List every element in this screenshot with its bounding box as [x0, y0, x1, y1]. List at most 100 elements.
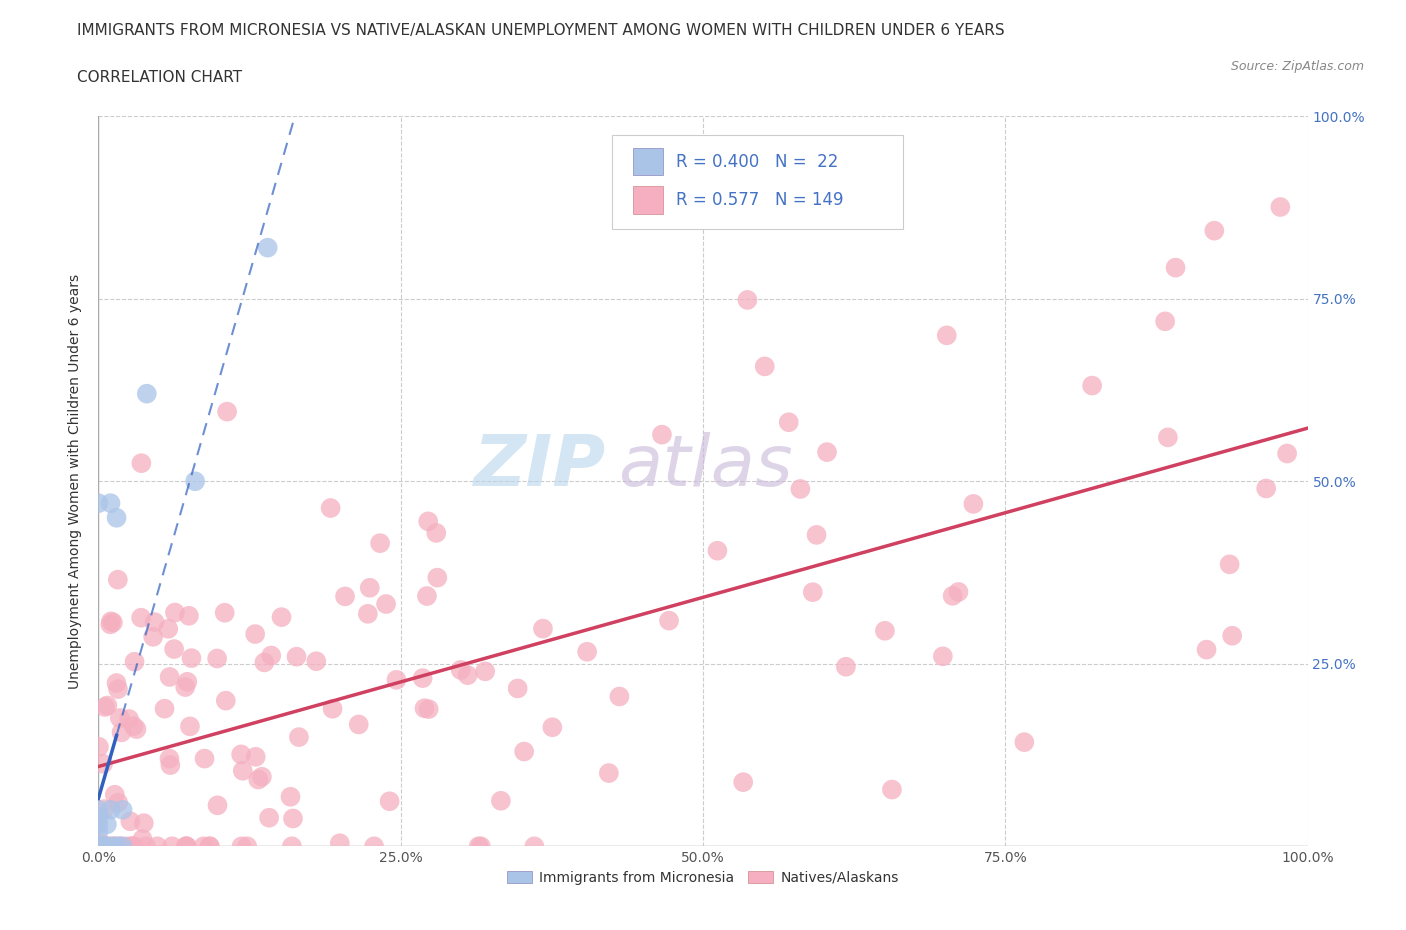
- Point: [1219, 557, 1241, 572]
- Point: [111, 803, 134, 817]
- Point: [87, 496, 110, 511]
- Bar: [633, 148, 664, 176]
- Point: [96, 817, 118, 831]
- Point: [159, 751, 181, 766]
- Point: [329, 836, 352, 851]
- Point: [281, 839, 304, 854]
- Point: [489, 793, 512, 808]
- Point: [281, 811, 304, 826]
- Point: [131, 456, 153, 471]
- Point: [1275, 446, 1298, 461]
- Point: [131, 831, 153, 846]
- Point: [163, 642, 186, 657]
- Point: [363, 839, 385, 854]
- Point: [87, 824, 110, 839]
- Point: [87, 839, 110, 854]
- Point: [135, 386, 157, 401]
- Point: [87, 810, 110, 825]
- Point: [1204, 223, 1226, 238]
- Point: [1195, 643, 1218, 658]
- Point: [333, 589, 356, 604]
- Point: [418, 702, 440, 717]
- Point: [754, 359, 776, 374]
- Point: [806, 527, 828, 542]
- Point: [232, 764, 254, 778]
- Point: [105, 839, 128, 854]
- Point: [108, 839, 131, 854]
- Legend: Immigrants from Micronesia, Natives/Alaskans: Immigrants from Micronesia, Natives/Alas…: [502, 865, 904, 890]
- Point: [111, 839, 134, 854]
- Point: [598, 765, 620, 780]
- Point: [107, 572, 129, 587]
- Point: [347, 717, 370, 732]
- Point: [153, 701, 176, 716]
- Point: [250, 769, 273, 784]
- Point: [132, 816, 155, 830]
- Text: atlas: atlas: [619, 432, 793, 501]
- Point: [1256, 481, 1278, 496]
- Point: [305, 654, 328, 669]
- Point: [256, 240, 278, 255]
- Point: [176, 839, 198, 854]
- Point: [942, 589, 965, 604]
- Point: [835, 659, 858, 674]
- Text: CORRELATION CHART: CORRELATION CHART: [77, 70, 242, 85]
- Point: [253, 655, 276, 670]
- Point: [576, 644, 599, 659]
- Point: [789, 482, 811, 497]
- Point: [97, 839, 120, 854]
- Point: [948, 584, 970, 599]
- Point: [101, 839, 124, 854]
- Point: [450, 662, 472, 677]
- Point: [87, 839, 110, 854]
- Point: [91, 756, 114, 771]
- Point: [118, 711, 141, 726]
- Point: [142, 630, 165, 644]
- Point: [357, 606, 380, 621]
- Point: [236, 839, 259, 854]
- Point: [135, 839, 157, 854]
- Point: [425, 525, 447, 540]
- Point: [105, 675, 128, 690]
- Point: [94, 839, 117, 854]
- Point: [651, 427, 673, 442]
- Point: [288, 730, 311, 745]
- Point: [214, 605, 236, 620]
- Point: [101, 615, 124, 630]
- Point: [177, 608, 200, 623]
- Point: [359, 580, 381, 595]
- Point: [531, 621, 554, 636]
- Point: [87, 839, 110, 854]
- Point: [935, 328, 957, 343]
- Point: [105, 511, 128, 525]
- Point: [257, 810, 280, 825]
- Point: [89, 836, 111, 851]
- Point: [104, 839, 127, 854]
- Point: [541, 720, 564, 735]
- Point: [184, 474, 207, 489]
- Point: [215, 693, 238, 708]
- Point: [378, 794, 401, 809]
- Point: [146, 839, 169, 854]
- Text: R = 0.577   N = 149: R = 0.577 N = 149: [676, 192, 844, 209]
- Point: [120, 814, 142, 829]
- Point: [98, 617, 121, 631]
- Point: [87, 817, 110, 831]
- Point: [733, 775, 755, 790]
- FancyBboxPatch shape: [613, 135, 903, 230]
- Point: [474, 664, 496, 679]
- Text: ZIP: ZIP: [474, 432, 606, 501]
- Point: [176, 839, 198, 854]
- Point: [260, 648, 283, 663]
- Point: [873, 623, 896, 638]
- Point: [245, 750, 267, 764]
- Point: [368, 536, 391, 551]
- Point: [163, 605, 186, 620]
- Point: [94, 839, 117, 854]
- Point: [107, 682, 129, 697]
- Point: [385, 672, 408, 687]
- Point: [609, 689, 631, 704]
- Point: [193, 839, 215, 854]
- Point: [176, 674, 198, 689]
- Point: [523, 839, 546, 854]
